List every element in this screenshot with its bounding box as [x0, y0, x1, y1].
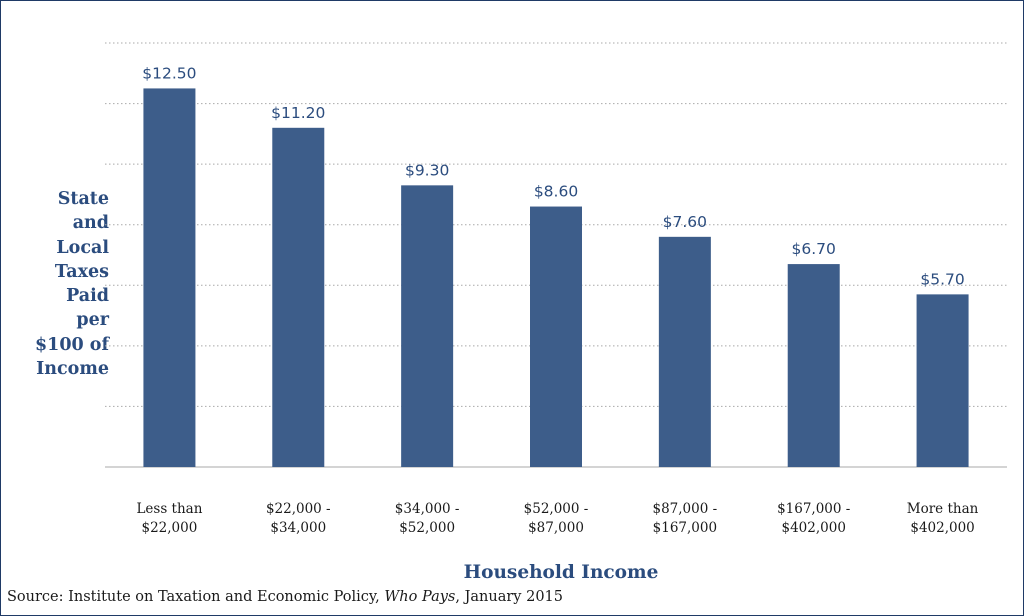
category-label: $34,000 -$52,000: [395, 501, 460, 536]
bar: [916, 294, 969, 467]
source-title: Who Pays: [384, 589, 456, 605]
category-label: $167,000 -$402,000: [777, 501, 850, 536]
bar: [658, 236, 711, 467]
value-label: $8.60: [534, 183, 578, 201]
bar: [143, 88, 196, 467]
value-label: $12.50: [142, 64, 196, 82]
value-label: $5.70: [920, 270, 964, 288]
value-label: $6.70: [792, 240, 836, 258]
category-label: $22,000 -$34,000: [266, 501, 331, 536]
source-suffix: , January 2015: [455, 589, 563, 605]
source-note: Source: Institute on Taxation and Econom…: [7, 589, 563, 605]
category-label: $52,000 -$87,000: [524, 501, 589, 536]
value-label: $9.30: [405, 161, 449, 179]
x-axis-label: Household Income: [463, 562, 659, 583]
bar: [787, 264, 840, 467]
category-label: More than $402,000: [907, 501, 979, 536]
category-label: $87,000 -$167,000: [653, 501, 718, 536]
bars: [143, 88, 969, 468]
y-axis-label: State and Local Taxes Paid per $100 of I…: [35, 189, 109, 380]
bar: [530, 206, 582, 468]
source-prefix: Source: Institute on Taxation and Econom…: [7, 589, 385, 605]
category-labels: Less than $22,000 $22,000 -$34,000 $34,000 …: [136, 501, 978, 536]
bar: [401, 185, 454, 468]
value-label: $11.20: [271, 104, 325, 122]
value-labels: $12.50 $11.20 $9.30 $8.60 $7.60 $6.70 $5.70: [142, 64, 964, 288]
category-label: Less than $22,000: [136, 501, 202, 536]
bar: [272, 127, 325, 468]
value-label: $7.60: [663, 213, 707, 231]
